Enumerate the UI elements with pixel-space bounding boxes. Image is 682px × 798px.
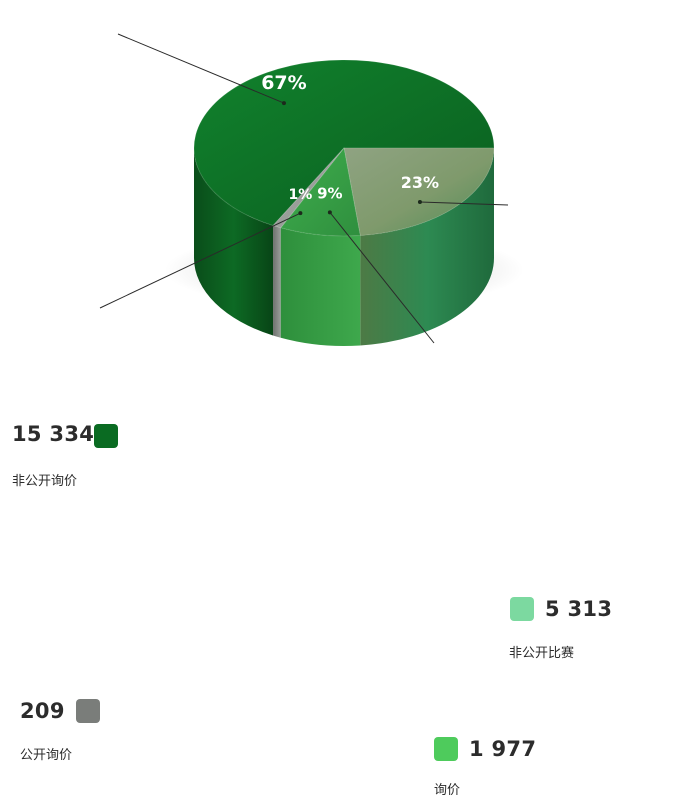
pie-chart: 67% 23% 9% 1% 15 334 非公开询价 5 313 非公开比赛 1 97… bbox=[12, 33, 612, 798]
pie-side-private-inquiry bbox=[194, 148, 274, 336]
pie-side-public-inquiry bbox=[273, 225, 281, 338]
leader-line-private-inquiry bbox=[117, 33, 285, 104]
category-label: 非公开询价 bbox=[12, 474, 78, 489]
pie-side-inquiry bbox=[280, 227, 361, 347]
leader-line-inquiry bbox=[329, 212, 435, 344]
pie-side-private-competition bbox=[360, 148, 494, 346]
leader-dot bbox=[417, 199, 422, 204]
legend-swatch bbox=[434, 737, 458, 761]
legend-swatch bbox=[94, 424, 118, 448]
leader-line-public-inquiry bbox=[99, 212, 301, 309]
pie-slice-private-inquiry bbox=[193, 59, 495, 227]
leader-line-private-competition bbox=[419, 201, 509, 206]
pie-slice-public-inquiry bbox=[272, 147, 345, 229]
category-label: 公开询价 bbox=[20, 748, 73, 763]
value-label: 209 bbox=[20, 699, 65, 723]
pie-slice-private-competition bbox=[343, 147, 495, 237]
category-label: 询价 bbox=[434, 783, 461, 798]
value-label: 5 313 bbox=[545, 597, 613, 621]
leader-dot bbox=[327, 210, 332, 215]
leader-dot bbox=[298, 211, 303, 216]
value-label: 15 334 bbox=[12, 422, 95, 446]
value-label: 1 977 bbox=[469, 737, 537, 761]
percent-label-public-inquiry: 1% bbox=[288, 187, 312, 203]
percent-label-inquiry: 9% bbox=[317, 184, 342, 202]
legend-swatch bbox=[76, 699, 100, 723]
leader-dot bbox=[281, 101, 286, 106]
percent-label-private-competition: 23% bbox=[401, 173, 439, 192]
category-label: 非公开比赛 bbox=[509, 646, 575, 661]
percent-label-private-inquiry: 67% bbox=[261, 72, 306, 94]
legend-swatch bbox=[510, 597, 534, 621]
pie-chart-svg: 67% 23% 9% 1% bbox=[99, 33, 524, 347]
